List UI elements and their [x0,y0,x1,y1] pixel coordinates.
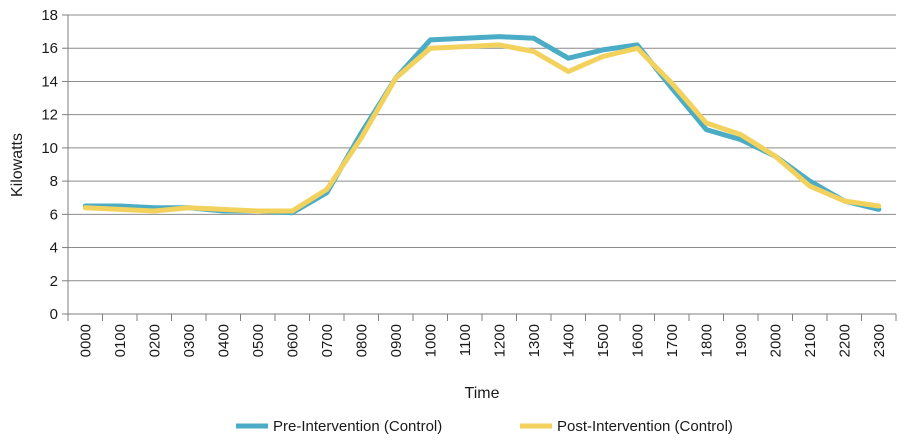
x-tick-label: 0700 [319,324,336,357]
x-tick-label: 1400 [560,324,577,357]
x-tick-label: 1800 [698,324,715,357]
y-tick-label: 6 [50,206,58,223]
x-tick-label: 1000 [422,324,439,357]
x-tick-label: 0600 [284,324,301,357]
legend-label-pre: Pre-Intervention (Control) [273,418,442,435]
x-tick-label: 1500 [595,324,612,357]
series-lines [82,34,882,216]
x-tick-label: 0000 [77,324,94,357]
y-tick-label: 14 [41,73,58,90]
gridlines [62,14,897,321]
x-tick-label: 0500 [250,324,267,357]
y-tick-label: 2 [50,273,58,290]
series-line-pre-intervention [82,34,882,216]
y-tick-label: 16 [41,40,58,57]
x-tick-label: 0100 [112,324,129,357]
x-tick-label: 1900 [733,324,750,357]
y-tick-label: 0 [50,306,58,323]
legend-label-post: Post-Intervention (Control) [557,418,733,435]
y-axis-ticks: 0 2 4 6 8 10 12 14 16 18 [41,7,58,323]
x-tick-label: 1200 [491,324,508,357]
x-tick-label: 0400 [215,324,232,357]
x-tick-label: 0200 [146,324,163,357]
x-tick-label: 0800 [353,324,370,357]
y-tick-label: 12 [41,107,58,124]
x-tick-label: 0300 [181,324,198,357]
x-tick-label: 1300 [526,324,543,357]
y-tick-label: 4 [50,240,58,257]
legend: Pre-Intervention (Control) Post-Interven… [236,418,733,435]
y-tick-label: 18 [41,7,58,24]
x-tick-label: 2000 [767,324,784,357]
y-tick-label: 8 [50,173,58,190]
x-tick-label: 0900 [388,324,405,357]
y-tick-label: 10 [41,140,58,157]
x-tick-label: 1100 [457,324,474,356]
x-tick-label: 2200 [836,324,853,357]
x-axis-title: Time [465,385,500,402]
x-tick-label: 2300 [871,324,888,357]
y-axis-title: Kilowatts [9,133,26,197]
x-tick-label: 2100 [802,324,819,357]
x-tick-label: 1600 [629,324,646,357]
x-tick-label: 1700 [664,324,681,357]
series-line-post-intervention [82,42,882,214]
x-axis-ticks: 0000 0100 0200 0300 0400 0500 0600 0700 0800 0900… [77,324,888,357]
